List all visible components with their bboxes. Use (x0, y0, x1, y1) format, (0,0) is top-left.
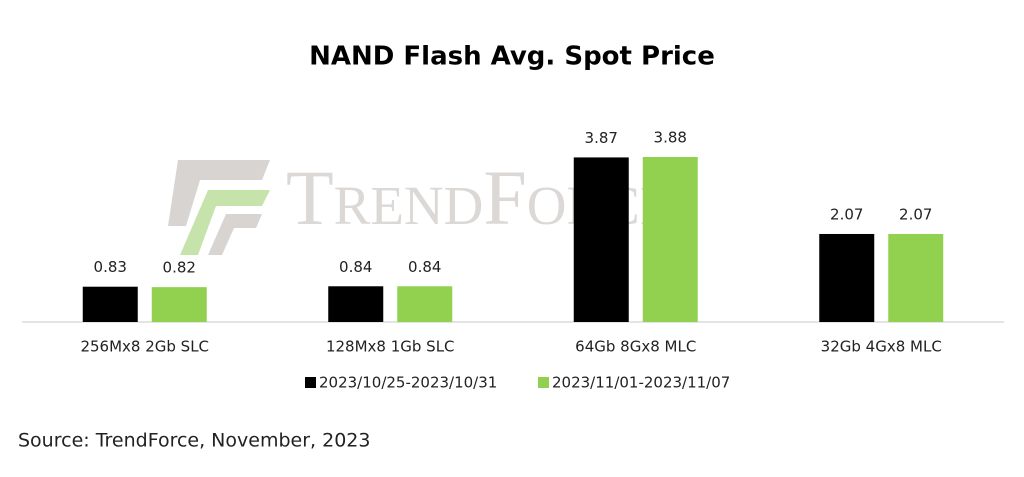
data-label: 0.84 (339, 258, 372, 276)
source: Source: TrendForce, November, 2023 (18, 430, 370, 452)
bar (82, 286, 138, 322)
legend-swatch (305, 377, 316, 388)
legend-label: 2023/10/25-2023/10/31 (319, 374, 497, 392)
bar (573, 157, 629, 322)
x-tick-label: 64Gb 8Gx8 MLC (575, 338, 696, 356)
bar (397, 286, 453, 322)
legend-swatch (538, 377, 549, 388)
watermark-logo (168, 160, 270, 255)
data-label: 3.87 (585, 129, 618, 147)
bar (328, 286, 384, 322)
x-tick-label: 128Mx8 1Gb SLC (326, 338, 455, 356)
data-label: 0.83 (94, 258, 127, 276)
data-label: 0.82 (163, 259, 196, 277)
chart-title: NAND Flash Avg. Spot Price (309, 42, 715, 72)
bar (819, 233, 875, 322)
bar (642, 157, 698, 322)
bar (151, 287, 207, 322)
data-label: 2.07 (899, 205, 932, 223)
data-label: 3.88 (654, 129, 687, 147)
bar (888, 233, 944, 322)
data-label: 0.84 (408, 258, 441, 276)
x-tick-label: 256Mx8 2Gb SLC (80, 338, 209, 356)
data-label: 2.07 (830, 205, 863, 223)
legend-label: 2023/11/01-2023/11/07 (552, 374, 730, 392)
x-tick-label: 32Gb 4Gx8 MLC (821, 338, 942, 356)
